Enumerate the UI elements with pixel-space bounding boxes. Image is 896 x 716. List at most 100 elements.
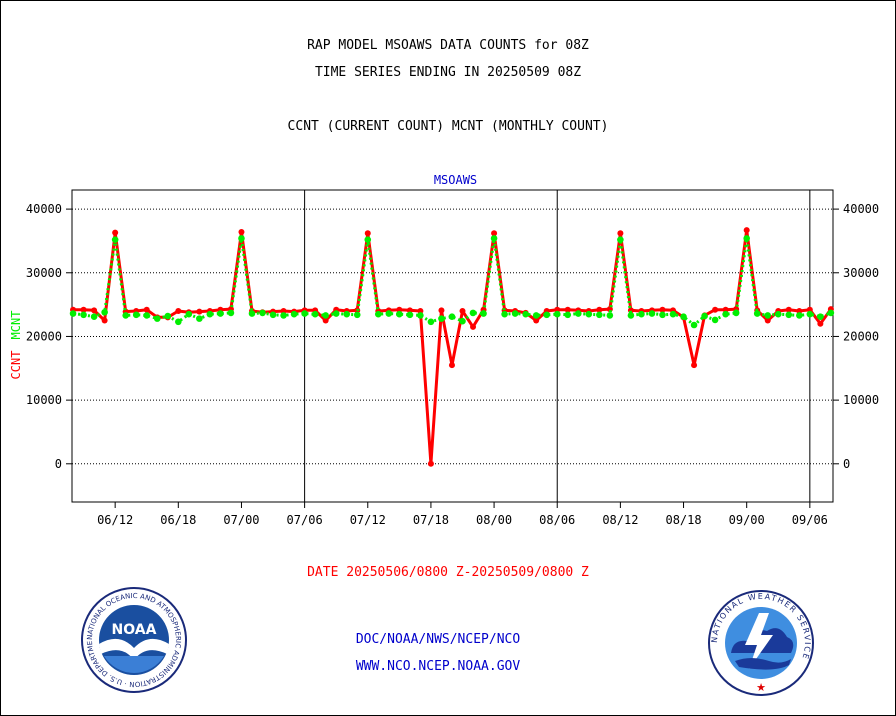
data-point-ccnt	[101, 317, 108, 324]
data-point-ccnt	[796, 307, 803, 314]
data-point-mcnt	[364, 236, 372, 243]
y-axis-label-mcnt: MCNT	[9, 311, 23, 340]
x-tick-label: 08/18	[665, 513, 701, 527]
x-tick-label: 06/12	[97, 513, 133, 527]
y-tick-label-right: 0	[843, 457, 850, 471]
data-point-mcnt	[143, 312, 151, 319]
data-point-mcnt	[385, 310, 393, 317]
series-line-ccnt	[73, 228, 833, 466]
chart-title-line2: TIME SERIES ENDING IN 20250509 08Z	[314, 65, 582, 80]
data-point-ccnt	[417, 307, 424, 314]
data-point-mcnt	[90, 313, 98, 321]
data-point-ccnt	[722, 306, 729, 313]
x-tick-label: 08/00	[476, 513, 512, 527]
data-point-mcnt	[543, 311, 551, 319]
x-tick-label: 09/06	[792, 513, 828, 527]
data-point-ccnt	[238, 229, 245, 236]
data-point-mcnt	[753, 310, 761, 317]
data-point-mcnt	[353, 311, 361, 319]
seagull-icon	[99, 638, 169, 660]
data-point-mcnt	[69, 310, 77, 317]
data-point-ccnt	[448, 362, 455, 369]
data-point-mcnt	[111, 236, 119, 243]
data-point-mcnt	[175, 318, 182, 326]
data-point-mcnt	[469, 309, 477, 317]
tornado-icon	[735, 658, 791, 670]
data-point-mcnt	[553, 310, 561, 318]
data-point-mcnt	[227, 309, 235, 317]
data-point-mcnt	[722, 310, 729, 318]
y-axis-label-ccnt: CCNT	[9, 351, 23, 380]
data-point-mcnt	[690, 321, 698, 329]
data-point-mcnt	[806, 310, 814, 318]
y-tick-label-right: 30000	[843, 266, 879, 280]
data-point-ccnt	[322, 317, 329, 324]
data-point-ccnt	[80, 306, 87, 313]
data-point-ccnt	[533, 317, 540, 324]
nws-logo: NATIONAL WEATHER SERVICE ★	[708, 590, 814, 696]
data-point-mcnt	[406, 311, 414, 319]
website-link[interactable]: WWW.NCO.NCEP.NOAA.GOV	[355, 659, 521, 674]
data-point-mcnt	[648, 310, 656, 317]
data-point-mcnt	[501, 310, 508, 318]
data-point-ccnt	[617, 230, 624, 237]
chart-title-line1: RAP MODEL MSOAWS DATA COUNTS for 08Z	[307, 38, 589, 53]
data-point-mcnt	[269, 311, 277, 319]
data-point-mcnt	[764, 312, 772, 319]
data-point-mcnt	[80, 311, 87, 319]
data-point-ccnt	[554, 306, 561, 313]
data-point-mcnt	[343, 310, 351, 318]
date-range-label: DATE 20250506/0800 Z-20250509/0800 Z	[307, 565, 589, 580]
data-point-mcnt	[522, 310, 529, 318]
data-point-mcnt	[585, 310, 593, 318]
plot-title: MSOAWS	[434, 173, 477, 187]
noaa-logo: NATIONAL OCEANIC AND ATMOSPHERIC ADMINIS…	[81, 587, 187, 693]
x-tick-label: 07/06	[287, 513, 323, 527]
data-point-mcnt	[322, 312, 329, 319]
y-tick-label-left: 20000	[26, 329, 62, 343]
data-point-ccnt	[564, 306, 571, 313]
data-point-ccnt	[91, 307, 98, 314]
x-tick-label: 09/00	[729, 513, 765, 527]
data-point-mcnt	[701, 312, 708, 320]
data-point-mcnt	[259, 309, 266, 317]
data-point-mcnt	[101, 308, 108, 316]
data-point-mcnt	[448, 313, 456, 321]
x-tick-label: 07/12	[350, 513, 386, 527]
data-point-ccnt	[596, 306, 603, 313]
y-tick-label-left: 10000	[26, 393, 62, 407]
data-point-ccnt	[175, 307, 182, 314]
data-point-mcnt	[480, 310, 487, 317]
y-tick-label-left: 0	[55, 457, 62, 471]
data-point-mcnt	[164, 312, 172, 320]
data-point-mcnt	[238, 235, 245, 242]
x-tick-label: 06/18	[160, 513, 196, 527]
plot-frame	[71, 189, 834, 503]
data-point-mcnt	[153, 315, 161, 322]
data-point-mcnt	[596, 311, 603, 319]
data-point-mcnt	[743, 235, 750, 242]
data-point-mcnt	[711, 316, 719, 324]
data-point-mcnt	[680, 313, 687, 321]
data-point-mcnt	[217, 310, 224, 317]
data-point-ccnt	[280, 307, 287, 314]
data-point-ccnt	[764, 317, 771, 324]
data-point-ccnt	[112, 229, 119, 236]
data-point-mcnt	[827, 309, 835, 317]
y-tick-label-left: 40000	[26, 202, 62, 216]
data-point-mcnt	[606, 312, 614, 319]
data-point-ccnt	[427, 460, 434, 467]
data-point-mcnt	[774, 310, 782, 318]
data-point-mcnt	[659, 311, 666, 319]
data-point-ccnt	[470, 323, 477, 330]
data-point-mcnt	[185, 310, 193, 318]
noaa-logo-text: NOAA	[112, 622, 157, 638]
x-tick-label: 08/06	[539, 513, 575, 527]
lightning-icon	[745, 613, 773, 669]
data-point-mcnt	[627, 312, 635, 319]
star-icon: ★	[756, 682, 766, 694]
data-point-mcnt	[669, 310, 677, 318]
y-tick-label-right: 10000	[843, 393, 879, 407]
data-point-ccnt	[817, 320, 824, 327]
